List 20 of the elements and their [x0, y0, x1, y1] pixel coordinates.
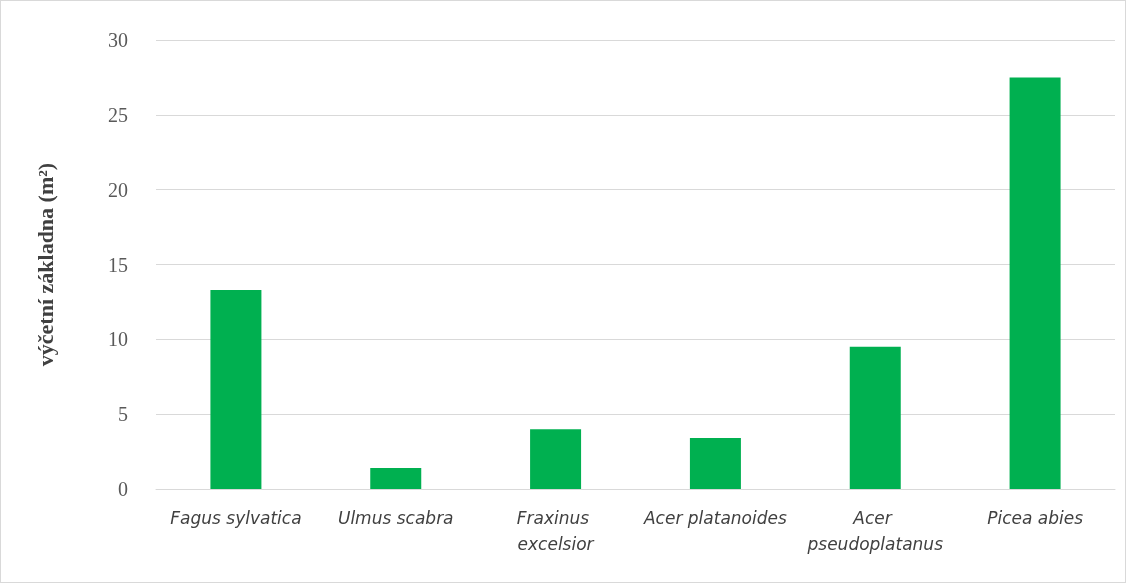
x-tick-label: Acer platanoides [642, 508, 787, 528]
y-tick-label: 15 [108, 253, 128, 276]
y-axis-title: výčetní základna (m²) [32, 162, 58, 367]
y-tick-label: 25 [108, 103, 128, 126]
y-tick-label: 0 [118, 478, 128, 500]
x-tick-label: Fagus sylvatica [170, 508, 302, 528]
y-tick-label: 30 [108, 29, 128, 51]
x-tick-label: Ulmus scabra [337, 508, 454, 528]
y-tick-label: 5 [118, 403, 128, 426]
bar [689, 438, 741, 489]
x-tick-label: Fraxinus excelsior [516, 508, 595, 554]
y-tick-label: 20 [108, 178, 128, 201]
bar [530, 429, 582, 489]
x-tick-label: Picea abies [987, 508, 1084, 528]
y-tick-label: 10 [108, 328, 128, 351]
bar [849, 346, 901, 489]
bar [210, 289, 262, 489]
bar [370, 468, 422, 489]
x-tick-label: Acer pseudoplatanus [806, 508, 944, 554]
bar [1009, 77, 1061, 489]
